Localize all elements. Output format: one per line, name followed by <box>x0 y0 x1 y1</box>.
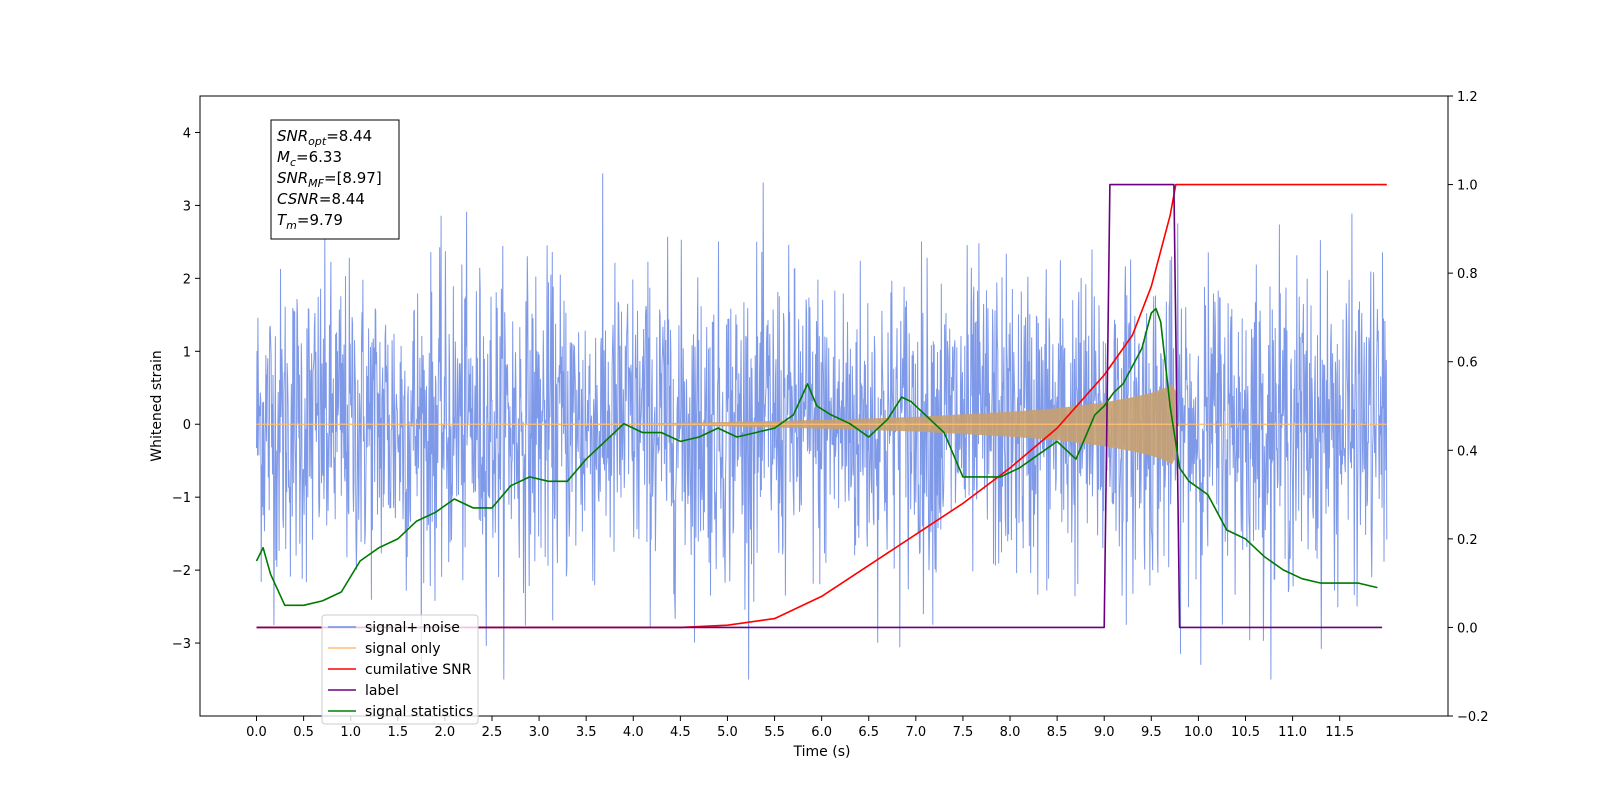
x-tick-label: 4.0 <box>623 725 644 740</box>
x-tick-label: 2.5 <box>482 725 503 740</box>
x-tick-label: 2.0 <box>435 725 456 740</box>
legend-label: label <box>365 683 399 699</box>
x-tick-label: 7.5 <box>953 725 974 740</box>
x-tick-label: 6.0 <box>811 725 832 740</box>
x-tick-label: 1.0 <box>340 725 361 740</box>
y-left-tick-label: 4 <box>183 126 191 141</box>
y-right-tick-label: 1.2 <box>1457 90 1478 105</box>
legend-label: signal+ noise <box>365 620 460 636</box>
y-left-tick-label: −2 <box>172 564 191 579</box>
legend: signal+ noise signal only cumilative SNR la… <box>321 614 479 725</box>
x-axis-label: Time (s) <box>793 744 851 760</box>
y-right-tick-label: 0.6 <box>1457 356 1478 371</box>
x-tick-label: 10.0 <box>1184 725 1213 740</box>
plot-area <box>255 173 1388 680</box>
y-right-tick-label: 1.0 <box>1457 179 1478 194</box>
legend-label: signal statistics <box>365 704 473 720</box>
series-cumulative-snr <box>256 183 1387 629</box>
y-left-tick-label: 1 <box>183 345 191 360</box>
y-right-tick-label: 0.2 <box>1457 533 1478 548</box>
y-axis-label: Whitened strain <box>149 350 165 461</box>
legend-label: cumilative SNR <box>365 662 472 678</box>
y-axis-right: −0.2 0.0 0.2 0.4 0.6 0.8 1.0 1.2 <box>1448 90 1489 725</box>
info-line: CSNR=8.44 <box>277 190 365 208</box>
y-left-tick-label: −1 <box>172 491 191 506</box>
y-axis-left: −3 −2 −1 0 1 2 3 4 <box>172 126 200 652</box>
x-tick-label: 0.5 <box>293 725 314 740</box>
x-tick-label: 1.5 <box>387 725 408 740</box>
x-tick-label: 0.0 <box>246 725 267 740</box>
series-signal-noise <box>256 173 1388 680</box>
x-tick-label: 8.5 <box>1047 725 1068 740</box>
x-tick-label: 3.0 <box>529 725 550 740</box>
x-tick-label: 5.5 <box>764 725 785 740</box>
x-axis: 0.0 0.5 1.0 1.5 2.0 2.5 3.0 3.5 4.0 4.5 5.0 5.5 6.0 6… <box>246 716 1354 740</box>
x-tick-label: 4.5 <box>670 725 691 740</box>
x-tick-label: 11.0 <box>1278 725 1307 740</box>
x-tick-label: 10.5 <box>1231 725 1260 740</box>
x-tick-label: 7.0 <box>905 725 926 740</box>
x-tick-label: 6.5 <box>858 725 879 740</box>
info-line: SNRMF=[8.97] <box>277 169 382 190</box>
y-right-tick-label: 0.8 <box>1457 267 1478 282</box>
x-tick-label: 3.5 <box>576 725 597 740</box>
info-line: Tm=9.79 <box>277 211 343 232</box>
series-signal-statistics <box>255 307 1378 607</box>
y-right-tick-label: −0.2 <box>1457 710 1489 725</box>
y-left-tick-label: 0 <box>183 418 191 433</box>
y-right-tick-label: 0.0 <box>1457 621 1478 636</box>
x-tick-label: 8.0 <box>1000 725 1021 740</box>
y-left-tick-label: 3 <box>183 199 191 214</box>
legend-label: signal only <box>365 641 440 657</box>
y-left-tick-label: −3 <box>172 637 191 652</box>
x-tick-label: 11.5 <box>1325 725 1354 740</box>
legend-box <box>321 614 479 725</box>
x-tick-label: 9.0 <box>1094 725 1115 740</box>
info-box-frame <box>270 119 400 240</box>
y-right-tick-label: 0.4 <box>1457 444 1478 459</box>
axes-frame <box>199 95 1449 717</box>
x-tick-label: 9.5 <box>1141 725 1162 740</box>
info-line: Mc=6.33 <box>277 148 342 169</box>
info-line: SNRopt=8.44 <box>277 127 372 148</box>
y-left-tick-label: 2 <box>183 272 191 287</box>
x-tick-label: 5.0 <box>717 725 738 740</box>
series-label <box>256 183 1383 629</box>
